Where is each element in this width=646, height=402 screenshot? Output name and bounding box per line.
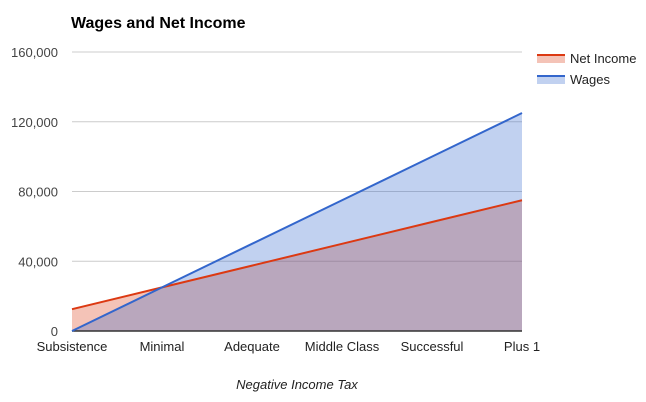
series-lines bbox=[71, 112, 523, 332]
x-tick-label: Minimal bbox=[140, 339, 185, 354]
legend: Net Income Wages bbox=[537, 51, 636, 87]
gridlines bbox=[72, 51, 522, 262]
line-wages bbox=[71, 112, 523, 332]
x-tick-label: Successful bbox=[401, 339, 464, 354]
x-axis-ticks: Subsistence Minimal Adequate Middle Class Su… bbox=[37, 339, 540, 354]
legend-label: Wages bbox=[570, 72, 610, 87]
x-tick-label: Adequate bbox=[224, 339, 280, 354]
x-tick-label: Middle Class bbox=[305, 339, 380, 354]
legend-label: Net Income bbox=[570, 51, 636, 66]
y-tick-label: 0 bbox=[51, 324, 58, 339]
y-axis-ticks: 0 40,000 80,000 120,000 160,000 bbox=[11, 45, 58, 339]
y-tick-label: 160,000 bbox=[11, 45, 58, 60]
y-tick-label: 40,000 bbox=[18, 254, 58, 269]
y-tick-label: 80,000 bbox=[18, 185, 58, 200]
area-net-income bbox=[72, 200, 522, 331]
y-tick-label: 120,000 bbox=[11, 115, 58, 130]
line-net-income bbox=[71, 199, 523, 311]
x-tick-label: Plus 1 bbox=[504, 339, 540, 354]
x-axis-label: Negative Income Tax bbox=[236, 377, 358, 392]
legend-swatch bbox=[537, 76, 565, 84]
legend-swatch bbox=[537, 55, 565, 63]
x-tick-label: Subsistence bbox=[37, 339, 108, 354]
chart-title: Wages and Net Income bbox=[71, 15, 246, 32]
